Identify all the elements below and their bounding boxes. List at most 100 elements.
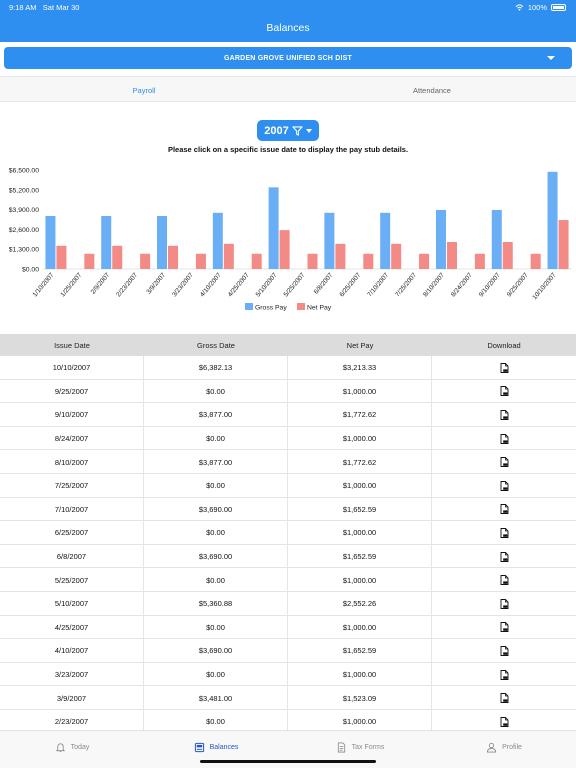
download-button[interactable]: [432, 498, 576, 522]
gross-pay-bar: [491, 209, 502, 269]
legend-gross-label: Gross Pay: [255, 305, 287, 312]
cell-net-pay: $1,523.09: [288, 686, 432, 710]
tabbar-profile[interactable]: Profile: [432, 731, 576, 763]
tab-attendance[interactable]: Attendance: [413, 85, 451, 95]
cell-issue-date: 4/10/2007: [0, 639, 144, 663]
column-header-net-pay: Net Pay: [346, 340, 374, 350]
download-button[interactable]: [432, 474, 576, 498]
legend-net-swatch: [297, 303, 305, 310]
net-pay-bar: [168, 245, 179, 269]
table-row[interactable]: 7/10/2007 $3,690.00 $1,652.59: [0, 497, 576, 522]
table-row[interactable]: 9/10/2007 $3,877.00 $1,772.62: [0, 403, 576, 427]
table-row[interactable]: 2/23/2007 $0.00 $1,000.00: [0, 710, 576, 730]
y-tick-label: $5,200.00: [9, 187, 39, 194]
x-tick-label: 7/25/2007: [394, 271, 418, 298]
cell-net-pay: $1,000.00: [288, 710, 432, 730]
table-row[interactable]: 8/24/2007 $0.00 $1,000.00: [0, 426, 576, 451]
year-filter-button[interactable]: 2007: [257, 120, 319, 141]
net-pay-bar: [363, 253, 374, 269]
net-pay-bar: [279, 230, 290, 269]
chevron-down-icon: [547, 56, 555, 60]
download-button[interactable]: [432, 592, 576, 616]
x-tick-label: 1/25/2007: [59, 271, 83, 298]
bottom-tab-bar: Today Balances Tax Forms Profile: [0, 730, 576, 768]
table-row[interactable]: 6/8/2007 $3,690.00 $1,652.59: [0, 544, 576, 569]
district-dropdown[interactable]: GARDEN GROVE UNIFIED SCH DIST: [4, 47, 572, 69]
y-tick-label: $1,300.00: [9, 247, 39, 254]
column-header-download: Download: [487, 340, 521, 350]
cell-net-pay: $1,000.00: [288, 662, 432, 687]
tabbar-today[interactable]: Today: [0, 731, 144, 763]
status-time-date: 9:18 AM Sat Mar 30: [9, 3, 79, 12]
download-button[interactable]: [432, 663, 576, 687]
download-button[interactable]: [432, 686, 576, 710]
download-button[interactable]: [432, 568, 576, 592]
cell-gross: $0.00: [144, 568, 288, 592]
cell-net-pay: $1,000.00: [288, 426, 432, 451]
download-button[interactable]: [432, 403, 576, 427]
table-row[interactable]: 9/25/2007 $0.00 $1,000.00: [0, 379, 576, 404]
table-row[interactable]: 7/25/2007 $0.00 $1,000.00: [0, 474, 576, 498]
tabbar-tax-forms[interactable]: Tax Forms: [288, 731, 432, 763]
wifi-icon: [515, 4, 524, 11]
table-row[interactable]: 5/10/2007 $5,360.88 $2,552.26: [0, 592, 576, 616]
table-row[interactable]: 3/9/2007 $3,481.00 $1,523.09: [0, 686, 576, 710]
download-button[interactable]: [432, 380, 576, 404]
cell-issue-date: 7/25/2007: [0, 474, 144, 498]
gross-pay-bar: [435, 209, 446, 269]
person-icon: [487, 742, 497, 752]
download-button[interactable]: [432, 450, 576, 474]
download-button[interactable]: [432, 639, 576, 663]
pdf-download-icon: [500, 693, 508, 704]
pay-table-body: 10/10/2007 $6,382.13 $3,213.33 9/25/2007 $0.…: [0, 356, 576, 730]
table-row[interactable]: 4/25/2007 $0.00 $1,000.00: [0, 615, 576, 640]
gross-pay-bar: [380, 212, 391, 269]
table-row[interactable]: 5/25/2007 $0.00 $1,000.00: [0, 568, 576, 592]
pdf-download-icon: [500, 669, 508, 680]
district-selected-value: GARDEN GROVE UNIFIED SCH DIST: [224, 54, 352, 62]
cell-gross: $3,690.00: [144, 639, 288, 663]
cell-gross: $0.00: [144, 474, 288, 498]
pdf-download-icon: [500, 622, 508, 633]
download-button[interactable]: [432, 521, 576, 545]
year-value: 2007: [264, 124, 289, 137]
cell-issue-date: 3/23/2007: [0, 662, 144, 687]
table-row[interactable]: 3/23/2007 $0.00 $1,000.00: [0, 662, 576, 687]
net-pay-bar: [195, 253, 206, 269]
pdf-download-icon: [500, 575, 508, 586]
cell-gross: $6,382.13: [144, 356, 288, 380]
cell-gross: $3,877.00: [144, 403, 288, 427]
pdf-download-icon: [500, 646, 508, 656]
tabbar-balances[interactable]: Balances: [144, 731, 288, 763]
cell-gross: $0.00: [144, 521, 288, 545]
table-row[interactable]: 8/10/2007 $3,877.00 $1,772.62: [0, 450, 576, 474]
table-row[interactable]: 4/10/2007 $3,690.00 $1,652.59: [0, 639, 576, 663]
download-button[interactable]: [432, 427, 576, 451]
home-indicator: [200, 760, 376, 763]
column-header-gross: Gross Date: [197, 340, 235, 350]
pdf-download-icon: [500, 480, 508, 491]
x-tick-label: 10/10/2007: [531, 272, 558, 302]
download-button[interactable]: [432, 545, 576, 569]
pdf-download-icon: [500, 551, 508, 562]
instruction-text: Please click on a specific issue date to…: [167, 145, 409, 154]
status-date: Sat Mar 30: [42, 3, 80, 12]
gross-pay-bar: [268, 187, 279, 269]
pdf-download-icon: [500, 598, 508, 609]
download-button[interactable]: [432, 616, 576, 640]
tab-bar: Payroll Attendance: [0, 76, 576, 102]
download-button[interactable]: [432, 710, 576, 730]
x-tick-label: 3/9/2007: [145, 271, 167, 295]
pdf-download-icon: [500, 716, 508, 727]
table-row[interactable]: 10/10/2007 $6,382.13 $3,213.33: [0, 356, 576, 380]
cell-issue-date: 5/25/2007: [0, 568, 144, 592]
table-row[interactable]: 6/25/2007 $0.00 $1,000.00: [0, 521, 576, 545]
status-time: 9:18 AM: [9, 3, 37, 12]
download-button[interactable]: [432, 356, 576, 380]
x-tick-label: 7/10/2007: [366, 271, 390, 298]
battery-percent: 100%: [527, 3, 547, 12]
y-tick-label: $3,900.00: [9, 207, 39, 214]
tab-payroll[interactable]: Payroll: [132, 85, 156, 95]
y-tick-label: $2,600.00: [9, 227, 39, 234]
status-bar: 9:18 AM Sat Mar 30 100%: [0, 0, 576, 14]
